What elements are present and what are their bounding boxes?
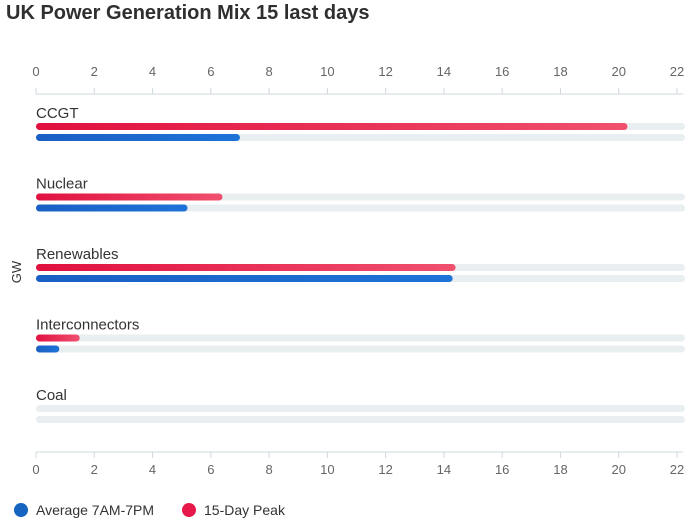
x-tick-label-bottom: 12: [378, 462, 392, 477]
x-tick-label-bottom: 0: [32, 462, 39, 477]
x-tick-label-top: 14: [437, 64, 451, 79]
x-tick-label-top: 18: [553, 64, 567, 79]
category-label: Interconnectors: [36, 317, 139, 334]
category-label: Coal: [36, 387, 67, 404]
peak-bar[interactable]: [36, 264, 456, 271]
x-tick-label-bottom: 10: [320, 462, 334, 477]
legend-label-peak: 15-Day Peak: [204, 502, 285, 518]
average-bar[interactable]: [36, 134, 240, 141]
x-tick-label-bottom: 14: [437, 462, 451, 477]
x-tick-label-bottom: 22: [670, 462, 684, 477]
peak-bar[interactable]: [36, 193, 223, 201]
category-label: Renewables: [36, 246, 119, 263]
x-tick-label-bottom: 16: [495, 462, 509, 477]
x-tick-label-bottom: 8: [265, 462, 272, 477]
average-bar[interactable]: [36, 345, 60, 353]
x-tick-label-top: 22: [670, 64, 684, 79]
bar-track: [36, 416, 685, 423]
x-tick-label-bottom: 4: [149, 462, 156, 477]
average-bar[interactable]: [36, 204, 188, 212]
x-tick-label-top: 12: [378, 64, 392, 79]
peak-marker: [182, 503, 197, 517]
bar-track: [36, 334, 685, 342]
legend-label-average: Average 7AM-7PM: [36, 502, 155, 518]
y-axis-label: GW: [9, 260, 24, 283]
average-bar[interactable]: [36, 275, 453, 282]
x-tick-label-bottom: 6: [207, 462, 214, 477]
x-tick-label-bottom: 2: [91, 462, 98, 477]
chart-title: UK Power Generation Mix 15 last days: [6, 2, 370, 24]
x-tick-label-top: 4: [149, 64, 156, 79]
x-tick-label-top: 20: [611, 64, 625, 79]
legend-item-peak[interactable]: 15-Day Peak: [182, 502, 285, 518]
category-label: CCGT: [36, 105, 79, 122]
average-marker: [14, 503, 28, 517]
x-tick-label-top: 0: [32, 64, 39, 79]
x-tick-label-top: 2: [91, 64, 98, 79]
legend-item-average[interactable]: Average 7AM-7PM: [14, 502, 154, 518]
x-tick-label-top: 8: [265, 64, 272, 79]
x-tick-label-top: 10: [320, 64, 334, 79]
peak-bar[interactable]: [36, 334, 80, 342]
bar-track: [36, 204, 685, 212]
x-tick-label-top: 16: [495, 64, 509, 79]
category-label: Nuclear: [36, 176, 88, 193]
legend: Average 7AM-7PM 15-Day Peak: [14, 502, 285, 518]
x-tick-label-top: 6: [207, 64, 214, 79]
bar-track: [36, 405, 685, 412]
peak-bar[interactable]: [36, 123, 628, 130]
bar-track: [36, 345, 685, 353]
x-tick-label-bottom: 20: [611, 462, 625, 477]
x-tick-label-bottom: 18: [553, 462, 567, 477]
